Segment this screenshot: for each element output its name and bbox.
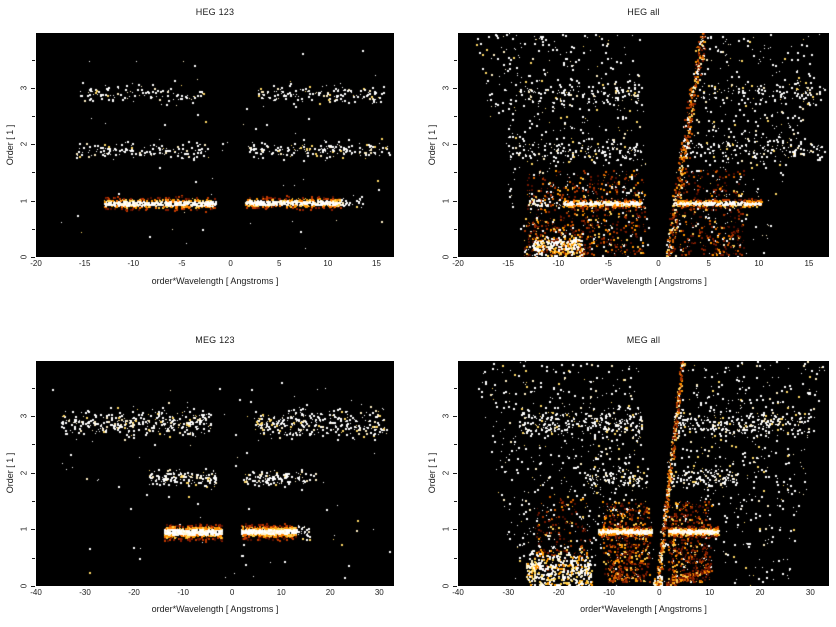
y-tick-label: 1 xyxy=(441,198,451,203)
x-tick-label: 0 xyxy=(657,588,662,597)
x-tick-label: -5 xyxy=(178,259,186,268)
x-tick-label: -20 xyxy=(552,588,565,597)
y-tick-label: 2 xyxy=(19,470,29,475)
y-tick-label: 2 xyxy=(441,141,451,147)
y-tick-mark xyxy=(31,201,35,202)
x-tick-label: -15 xyxy=(78,259,91,268)
y-tick-mark xyxy=(453,586,457,587)
y-tick-label: 1 xyxy=(441,527,451,532)
x-axis-label: order*Wavelength [ Angstroms ] xyxy=(151,604,279,614)
y-tick-mark xyxy=(31,473,35,474)
y-tick-mark xyxy=(453,88,457,89)
y-minor-tick-mark xyxy=(454,172,457,173)
x-tick-label: 5 xyxy=(276,259,282,268)
x-tick-label: 10 xyxy=(705,588,715,597)
x-tick-label: 0 xyxy=(228,259,233,268)
x-tick-label: 0 xyxy=(656,259,661,268)
y-minor-tick-mark xyxy=(454,116,457,117)
x-tick-label: -30 xyxy=(502,588,515,597)
meg-all-heatmap xyxy=(458,361,829,586)
panel-title: MEG 123 xyxy=(195,335,235,345)
y-tick-label: 2 xyxy=(19,141,29,147)
x-tick-label: -10 xyxy=(552,259,565,268)
x-tick-label: 15 xyxy=(372,259,381,268)
y-tick-label: 2 xyxy=(441,470,451,475)
x-tick-label: 20 xyxy=(325,588,335,597)
x-tick-label: 20 xyxy=(755,588,765,597)
y-tick-label: 3 xyxy=(441,413,451,419)
x-tick-label: -20 xyxy=(452,259,464,268)
y-tick-mark xyxy=(31,88,35,89)
y-tick-label: 3 xyxy=(19,413,29,419)
y-axis-label: Order [ 1 ] xyxy=(5,124,15,166)
x-axis-label: order*Wavelength [ Angstroms ] xyxy=(580,276,707,286)
x-tick-label: 10 xyxy=(323,259,333,268)
y-axis-label: Order [ 1 ] xyxy=(5,452,15,494)
y-minor-tick-mark xyxy=(454,229,457,230)
y-tick-label: 3 xyxy=(19,85,29,90)
y-minor-tick-mark xyxy=(32,229,35,230)
y-minor-tick-mark xyxy=(32,60,35,61)
y-tick-mark xyxy=(453,529,457,530)
x-tick-label: -10 xyxy=(603,588,615,597)
x-tick-label: 15 xyxy=(804,259,814,268)
y-tick-mark xyxy=(453,473,457,474)
meg-123-heatmap xyxy=(36,361,394,586)
y-tick-mark xyxy=(453,201,457,202)
y-tick-mark xyxy=(453,416,457,417)
y-tick-label: 0 xyxy=(19,254,29,260)
y-minor-tick-mark xyxy=(32,558,35,559)
panel-title: MEG all xyxy=(626,335,661,345)
y-tick-mark xyxy=(453,144,457,145)
y-axis-label: Order [ 1 ] xyxy=(427,124,437,166)
heg-123-heatmap xyxy=(36,33,394,257)
x-tick-label: 10 xyxy=(754,259,764,268)
panel-title: HEG all xyxy=(627,7,660,17)
panel-title: HEG 123 xyxy=(195,7,235,17)
y-minor-tick-mark xyxy=(454,558,457,559)
x-tick-label: -40 xyxy=(452,588,464,597)
y-tick-mark xyxy=(31,529,35,530)
x-tick-label: 0 xyxy=(229,588,235,597)
x-tick-label: 10 xyxy=(276,588,286,597)
y-minor-tick-mark xyxy=(32,172,35,173)
y-tick-mark xyxy=(453,257,457,258)
y-minor-tick-mark xyxy=(32,501,35,502)
x-tick-label: 5 xyxy=(706,259,711,268)
y-tick-label: 1 xyxy=(19,198,29,203)
x-tick-label: -20 xyxy=(30,259,42,268)
y-tick-label: 0 xyxy=(19,583,29,589)
y-minor-tick-mark xyxy=(32,388,35,389)
y-minor-tick-mark xyxy=(454,444,457,445)
y-tick-mark xyxy=(31,416,35,417)
y-tick-mark xyxy=(31,144,35,145)
x-tick-label: -15 xyxy=(502,259,514,268)
x-axis-label: order*Wavelength [ Angstroms ] xyxy=(580,604,707,614)
y-minor-tick-mark xyxy=(454,501,457,502)
x-tick-label: -40 xyxy=(30,588,42,597)
y-tick-label: 0 xyxy=(441,254,451,260)
x-tick-label: -10 xyxy=(127,259,140,268)
x-tick-label: -30 xyxy=(79,588,91,597)
y-tick-label: 0 xyxy=(441,583,451,589)
y-minor-tick-mark xyxy=(32,444,35,445)
y-minor-tick-mark xyxy=(454,388,457,389)
x-axis-label: order*Wavelength [ Angstroms ] xyxy=(151,276,279,286)
y-axis-label: Order [ 1 ] xyxy=(427,452,437,494)
y-tick-label: 3 xyxy=(441,85,451,90)
y-tick-label: 1 xyxy=(19,527,29,532)
y-tick-mark xyxy=(31,257,35,258)
x-tick-label: -10 xyxy=(177,588,189,597)
y-tick-mark xyxy=(31,586,35,587)
x-tick-label: -20 xyxy=(128,588,140,597)
x-tick-label: 30 xyxy=(805,588,815,597)
x-tick-label: 30 xyxy=(374,588,384,597)
y-minor-tick-mark xyxy=(454,60,457,61)
heg-all-heatmap xyxy=(458,33,829,257)
x-tick-label: -5 xyxy=(604,259,612,268)
y-minor-tick-mark xyxy=(32,116,35,117)
